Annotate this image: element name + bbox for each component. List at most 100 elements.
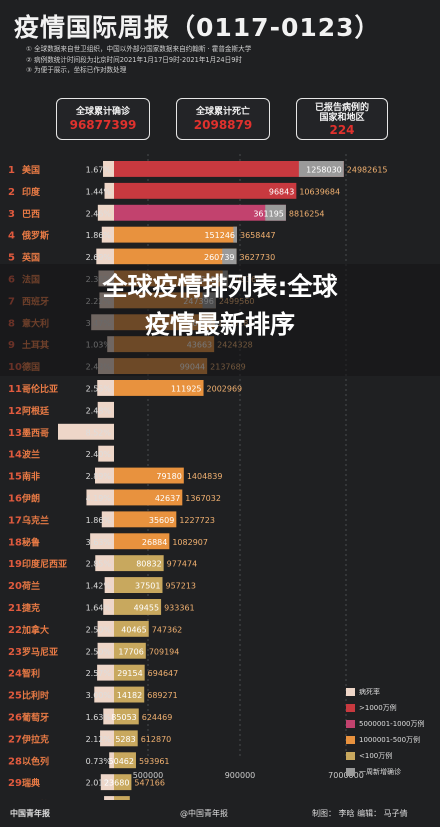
rate-bar bbox=[103, 708, 114, 725]
country-label: 俄罗斯 bbox=[21, 230, 49, 242]
country-label: 伊拉克 bbox=[21, 733, 49, 745]
total-value: 612870 bbox=[141, 735, 172, 744]
legend-swatch-gt1000 bbox=[346, 704, 355, 712]
weekly-value: 50462 bbox=[109, 757, 134, 766]
rate-bar bbox=[90, 533, 114, 550]
rate-value: 0.73% bbox=[86, 757, 112, 766]
page-title: 疫情国际周报（0117-0123） bbox=[14, 13, 381, 42]
country-label: 印度 bbox=[22, 186, 41, 198]
country-label: 智利 bbox=[22, 668, 40, 680]
weekly-value: 79180 bbox=[156, 472, 181, 481]
total-bar bbox=[114, 226, 238, 243]
global-confirmed-value: 96877399 bbox=[69, 118, 137, 132]
rate-bar bbox=[104, 577, 114, 593]
rank-label: 23 bbox=[8, 647, 22, 658]
total-bar bbox=[114, 161, 344, 177]
total-bar bbox=[114, 752, 136, 769]
country-label: 捷克 bbox=[22, 602, 40, 614]
rate-bar bbox=[97, 380, 114, 396]
rank-label: 16 bbox=[8, 493, 22, 504]
weekly-value: 29154 bbox=[117, 669, 142, 678]
rate-value: 8.52% bbox=[86, 428, 112, 437]
global-deaths-label: 全球累计死亡 bbox=[195, 107, 250, 117]
global-confirmed-label: 全球累计确诊 bbox=[75, 107, 130, 117]
weekly-bar bbox=[222, 248, 237, 265]
total-bar bbox=[114, 182, 297, 199]
rate-value: 1.44% bbox=[86, 187, 112, 196]
rank-label: 3 bbox=[8, 209, 15, 220]
rate-value: 2.50% bbox=[86, 647, 112, 656]
rate-value: 1.86% bbox=[86, 231, 112, 240]
country-label: 乌克兰 bbox=[22, 514, 49, 526]
notes: ① 全球数据来自世卫组织，中国以外部分国家数据来自约翰斯 · 霍普金斯大学 ② … bbox=[26, 44, 251, 76]
total-value: 933361 bbox=[164, 603, 195, 612]
rank-label: 26 bbox=[8, 712, 22, 723]
rate-value: 2.85% bbox=[86, 560, 112, 569]
country-label: 伊朗 bbox=[21, 492, 40, 504]
countries-box: 已报告病例的国家和地区 224 bbox=[296, 98, 388, 140]
country-label: 英国 bbox=[21, 252, 40, 264]
total-value: 1367032 bbox=[185, 494, 221, 503]
rate-value: 2.40% bbox=[86, 450, 112, 459]
weekly-bar bbox=[298, 161, 344, 177]
banner-text: 全球疫情排列表:全球 疫情最新排序 bbox=[0, 268, 440, 344]
global-deaths-box: 全球累计死亡 2098879 bbox=[176, 98, 270, 140]
country-label: 美国 bbox=[22, 164, 40, 176]
legend-swatch-5000 bbox=[346, 720, 355, 728]
rank-label: 13 bbox=[8, 428, 22, 439]
rank-label: 28 bbox=[8, 756, 22, 767]
rate-bar bbox=[100, 774, 114, 791]
rate-value: 3.00% bbox=[86, 691, 112, 700]
rate-bar bbox=[97, 620, 114, 637]
weekly-value: 96843 bbox=[269, 187, 294, 196]
rate-bar bbox=[97, 401, 114, 418]
rate-bar bbox=[103, 161, 114, 177]
rate-bar bbox=[96, 248, 114, 265]
rate-value: 2.50% bbox=[86, 625, 112, 634]
legend-item: >1000万例 bbox=[346, 700, 425, 716]
total-value: 689271 bbox=[147, 691, 178, 700]
rank-label: 5 bbox=[8, 253, 15, 264]
footer-handle: @中国青年报 bbox=[180, 809, 228, 818]
country-label: 哥伦比亚 bbox=[22, 383, 58, 395]
total-bar bbox=[114, 599, 162, 615]
country-label: 葡萄牙 bbox=[21, 711, 49, 723]
weekly-bar bbox=[265, 204, 286, 221]
legend-swatch-weekly bbox=[346, 768, 355, 776]
rate-value: 2.69% bbox=[86, 253, 112, 262]
rank-label: 1 bbox=[8, 165, 15, 176]
total-value: 2002969 bbox=[207, 384, 243, 393]
legend-label: 病死率 bbox=[359, 688, 380, 696]
country-label: 秘鲁 bbox=[22, 536, 40, 548]
total-bar bbox=[114, 248, 237, 265]
countries-label: 已报告病例的国家和地区 bbox=[314, 103, 369, 123]
chart-legend: 病死率 >1000万例 5000001-1000万例 1000001-500万例… bbox=[346, 684, 425, 780]
rank-label: 18 bbox=[8, 537, 22, 548]
banner-line-2: 疫情最新排序 bbox=[144, 310, 295, 339]
weekly-value: 5283 bbox=[115, 735, 135, 744]
country-label: 波兰 bbox=[22, 449, 40, 461]
rank-label: 11 bbox=[8, 384, 22, 395]
country-label: 荷兰 bbox=[21, 580, 40, 592]
rate-value: 1.63% bbox=[86, 713, 112, 722]
rate-value: 2.55% bbox=[86, 384, 112, 393]
total-bar bbox=[114, 489, 183, 506]
weekly-value: 49455 bbox=[134, 603, 159, 612]
legend-label: 一周新增确诊 bbox=[359, 768, 401, 776]
weekly-bar bbox=[233, 226, 238, 243]
total-bar bbox=[114, 511, 177, 528]
legend-label: <100万例 bbox=[359, 752, 393, 760]
country-label: 罗马尼亚 bbox=[22, 647, 58, 658]
rate-bar bbox=[104, 182, 114, 199]
rate-bar bbox=[86, 489, 114, 506]
weekly-value: 35609 bbox=[149, 516, 174, 525]
weekly-value: 151246 bbox=[204, 231, 235, 240]
rate-bar bbox=[97, 642, 114, 659]
total-value: 624469 bbox=[142, 713, 173, 722]
weekly-value: 17706 bbox=[118, 647, 143, 656]
country-label: 以色列 bbox=[22, 755, 49, 767]
x-tick-label: 900000 bbox=[225, 771, 256, 780]
rank-label: 25 bbox=[8, 691, 22, 702]
legend-label: 5000001-1000万例 bbox=[359, 720, 425, 728]
rate-value: 1.86% bbox=[86, 516, 112, 525]
